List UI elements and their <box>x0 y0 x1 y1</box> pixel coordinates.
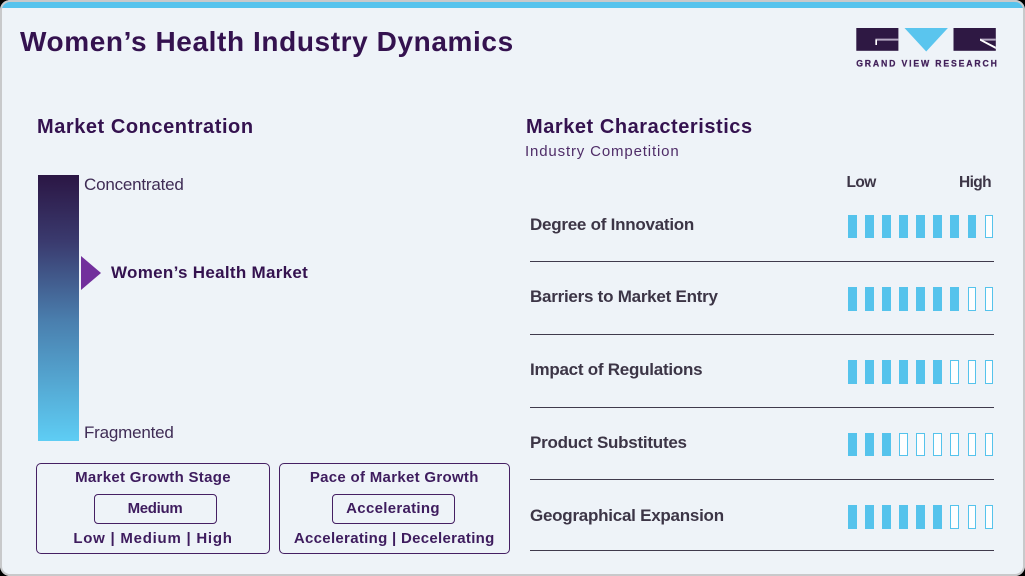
svg-text:GRAND VIEW RESEARCH: GRAND VIEW RESEARCH <box>856 58 999 68</box>
